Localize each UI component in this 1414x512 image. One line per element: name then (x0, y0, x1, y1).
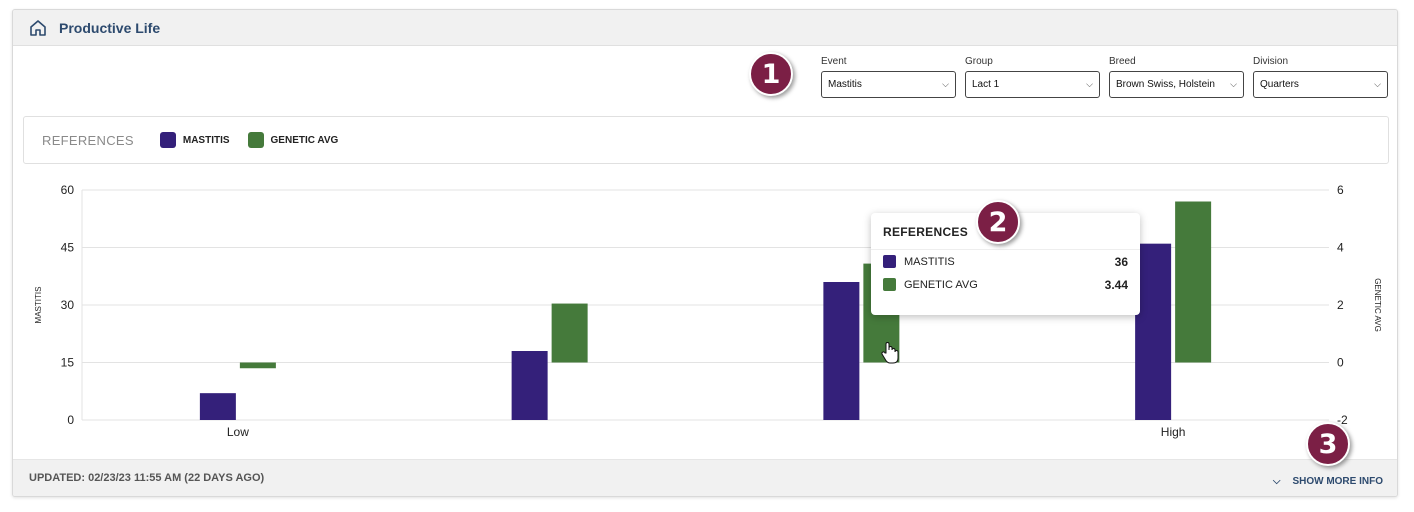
division-select-value: Quarters (1260, 79, 1299, 90)
tooltip-value-mastitis: 36 (1114, 254, 1128, 269)
updated-timestamp: UPDATED: 02/23/23 11:55 AM (22 DAYS AGO) (29, 472, 265, 484)
chevron-down-icon: ⌵ (1230, 79, 1237, 89)
card-title: Productive Life (59, 19, 161, 36)
y2-tick-label: -2 (1337, 413, 1348, 427)
tooltip-swatch-mastitis (883, 255, 896, 268)
legend-item-genetic-avg[interactable]: GENETIC AVG (247, 132, 339, 148)
y-tick-label: 15 (61, 356, 75, 370)
x-tick-label: High (1161, 425, 1186, 439)
event-filter: Event Mastitis ⌵ (821, 56, 956, 98)
event-select[interactable]: Mastitis ⌵ (821, 71, 956, 98)
tooltip-row-genetic-avg: GENETIC AVG 3.44 (871, 273, 1140, 296)
bar-genetic-avg (1175, 201, 1212, 363)
chevron-down-icon: ⌵ (1374, 79, 1381, 89)
y2-tick-label: 2 (1337, 298, 1344, 312)
bar-mastitis (823, 282, 860, 420)
group-filter-label: Group (965, 56, 993, 67)
legend-swatch-mastitis (159, 132, 176, 148)
card-header: Productive Life (13, 10, 1397, 46)
legend-label-genetic-avg: GENETIC AVG (270, 134, 339, 146)
step-badge-3: 3 (1306, 422, 1350, 466)
productive-life-card: Productive Life Event Mastitis ⌵ Group L… (12, 9, 1398, 497)
division-filter-label: Division (1253, 56, 1289, 67)
bar-mastitis (199, 393, 236, 420)
y2-axis-label: GENETIC AVG (1373, 278, 1382, 332)
home-icon[interactable] (29, 18, 49, 38)
event-filter-label: Event (821, 56, 847, 67)
tooltip-row-mastitis: MASTITIS 36 (871, 250, 1140, 273)
breed-filter: Breed Brown Swiss, Holstein ⌵ (1109, 56, 1244, 98)
y-tick-label: 30 (61, 298, 75, 312)
y-axis-label: MASTITIS (34, 287, 43, 324)
chevron-down-icon: ⌵ (1272, 475, 1281, 487)
y-tick-label: 60 (61, 183, 75, 197)
breed-select-value: Brown Swiss, Holstein (1116, 79, 1215, 90)
bar-mastitis (511, 351, 548, 420)
division-select[interactable]: Quarters ⌵ (1253, 71, 1388, 98)
bar-genetic-avg (551, 303, 588, 363)
legend-item-mastitis[interactable]: MASTITIS (159, 132, 230, 148)
bar-mastitis (1135, 243, 1172, 420)
chevron-down-icon: ⌵ (942, 79, 949, 89)
show-more-info-label: SHOW MORE INFO (1292, 475, 1383, 487)
breed-select[interactable]: Brown Swiss, Holstein ⌵ (1109, 71, 1244, 98)
y2-tick-label: 6 (1337, 183, 1344, 197)
x-tick-label: Low (227, 425, 249, 439)
group-select-value: Lact 1 (972, 79, 1000, 90)
chevron-down-icon: ⌵ (1086, 79, 1093, 89)
event-select-value: Mastitis (828, 79, 862, 90)
tooltip-title: REFERENCES (871, 213, 1140, 250)
step-badge-2: 2 (976, 200, 1020, 244)
division-filter: Division Quarters ⌵ (1253, 56, 1388, 98)
bar-genetic-avg (239, 362, 276, 369)
y2-tick-label: 4 (1337, 241, 1344, 255)
bar-chart: 60 45 30 15 0 6 4 2 0 -2 MASTITIS GENETIC AVG Low Hig… (34, 183, 1382, 439)
chart-legend: REFERENCES MASTITIS GENETIC AVG (23, 116, 1389, 164)
y-tick-label: 45 (61, 241, 75, 255)
show-more-info-button[interactable]: ⌵ SHOW MORE INFO (1273, 476, 1383, 487)
card-footer: UPDATED: 02/23/23 11:55 AM (22 DAYS AGO)… (13, 459, 1397, 496)
tooltip-name-genetic-avg: GENETIC AVG (904, 278, 978, 291)
group-select[interactable]: Lact 1 ⌵ (965, 71, 1100, 98)
legend-label-mastitis: MASTITIS (182, 134, 230, 146)
hand-cursor-icon (881, 342, 899, 364)
legend-title: REFERENCES (42, 132, 134, 148)
legend-swatch-genetic-avg (247, 132, 264, 148)
tooltip-name-mastitis: MASTITIS (904, 255, 955, 268)
tooltip-swatch-genetic-avg (883, 278, 896, 291)
step-badge-1: 1 (749, 52, 793, 96)
group-filter: Group Lact 1 ⌵ (965, 56, 1100, 98)
tooltip-value-genetic-avg: 3.44 (1104, 277, 1128, 292)
y2-tick-label: 0 (1337, 356, 1344, 370)
y-tick-label: 0 (67, 413, 74, 427)
breed-filter-label: Breed (1109, 56, 1136, 67)
filter-bar: Event Mastitis ⌵ Group Lact 1 ⌵ Breed Br… (821, 56, 1388, 98)
